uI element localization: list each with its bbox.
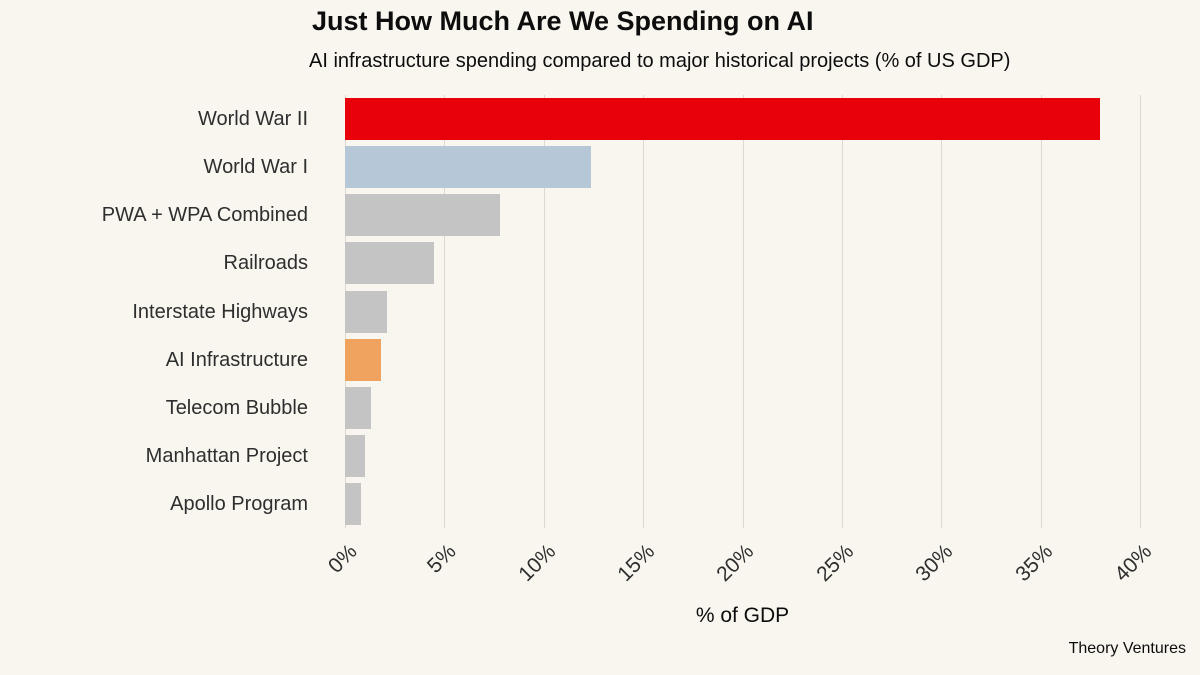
bar-pwa-wpa-combined — [345, 194, 501, 237]
bar-manhattan-project — [345, 434, 365, 477]
category-label: PWA + WPA Combined — [101, 204, 308, 227]
category-label: Telecom Bubble — [165, 396, 308, 419]
category-label: World War II — [197, 108, 308, 131]
grid-line — [941, 95, 943, 528]
category-label: Manhattan Project — [145, 444, 308, 467]
category-label: Apollo Program — [170, 492, 308, 515]
x-tick-label: 10% — [514, 540, 561, 586]
grid-line — [1140, 95, 1141, 528]
grid-line — [742, 95, 744, 528]
x-tick-label: 15% — [613, 540, 660, 586]
x-tick-label: 20% — [712, 540, 759, 586]
bar-world-war-ii — [345, 98, 1101, 141]
x-tick-label: 5% — [422, 540, 461, 578]
grid-line — [841, 95, 843, 528]
category-label: Interstate Highways — [132, 300, 308, 323]
grid-line — [643, 95, 645, 528]
category-label: AI Infrastructure — [165, 348, 308, 371]
bar-ai-infrastructure — [345, 338, 381, 381]
x-tick-label: 0% — [323, 540, 362, 578]
source-credit: Theory Ventures — [1068, 640, 1186, 657]
bar-telecom-bubble — [345, 386, 371, 429]
bar-world-war-i — [345, 146, 592, 189]
x-axis-title: % of GDP — [695, 604, 790, 627]
x-tick-label: 40% — [1110, 540, 1157, 586]
bar-apollo-program — [345, 482, 361, 525]
category-label: World War I — [203, 156, 308, 179]
grid-line — [444, 95, 446, 528]
chart-subtitle: AI infrastructure spending compared to m… — [309, 50, 1011, 72]
grid-line — [1040, 95, 1042, 528]
x-tick-label: 35% — [1010, 540, 1057, 586]
x-tick-label: 25% — [812, 540, 859, 586]
bar-interstate-highways — [345, 290, 387, 333]
grid-line — [543, 95, 545, 528]
bar-railroads — [345, 242, 435, 285]
chart-title: Just How Much Are We Spending on AI — [312, 6, 814, 36]
plot-area — [345, 95, 1141, 528]
x-tick-label: 30% — [911, 540, 958, 586]
category-label: Railroads — [223, 252, 308, 275]
